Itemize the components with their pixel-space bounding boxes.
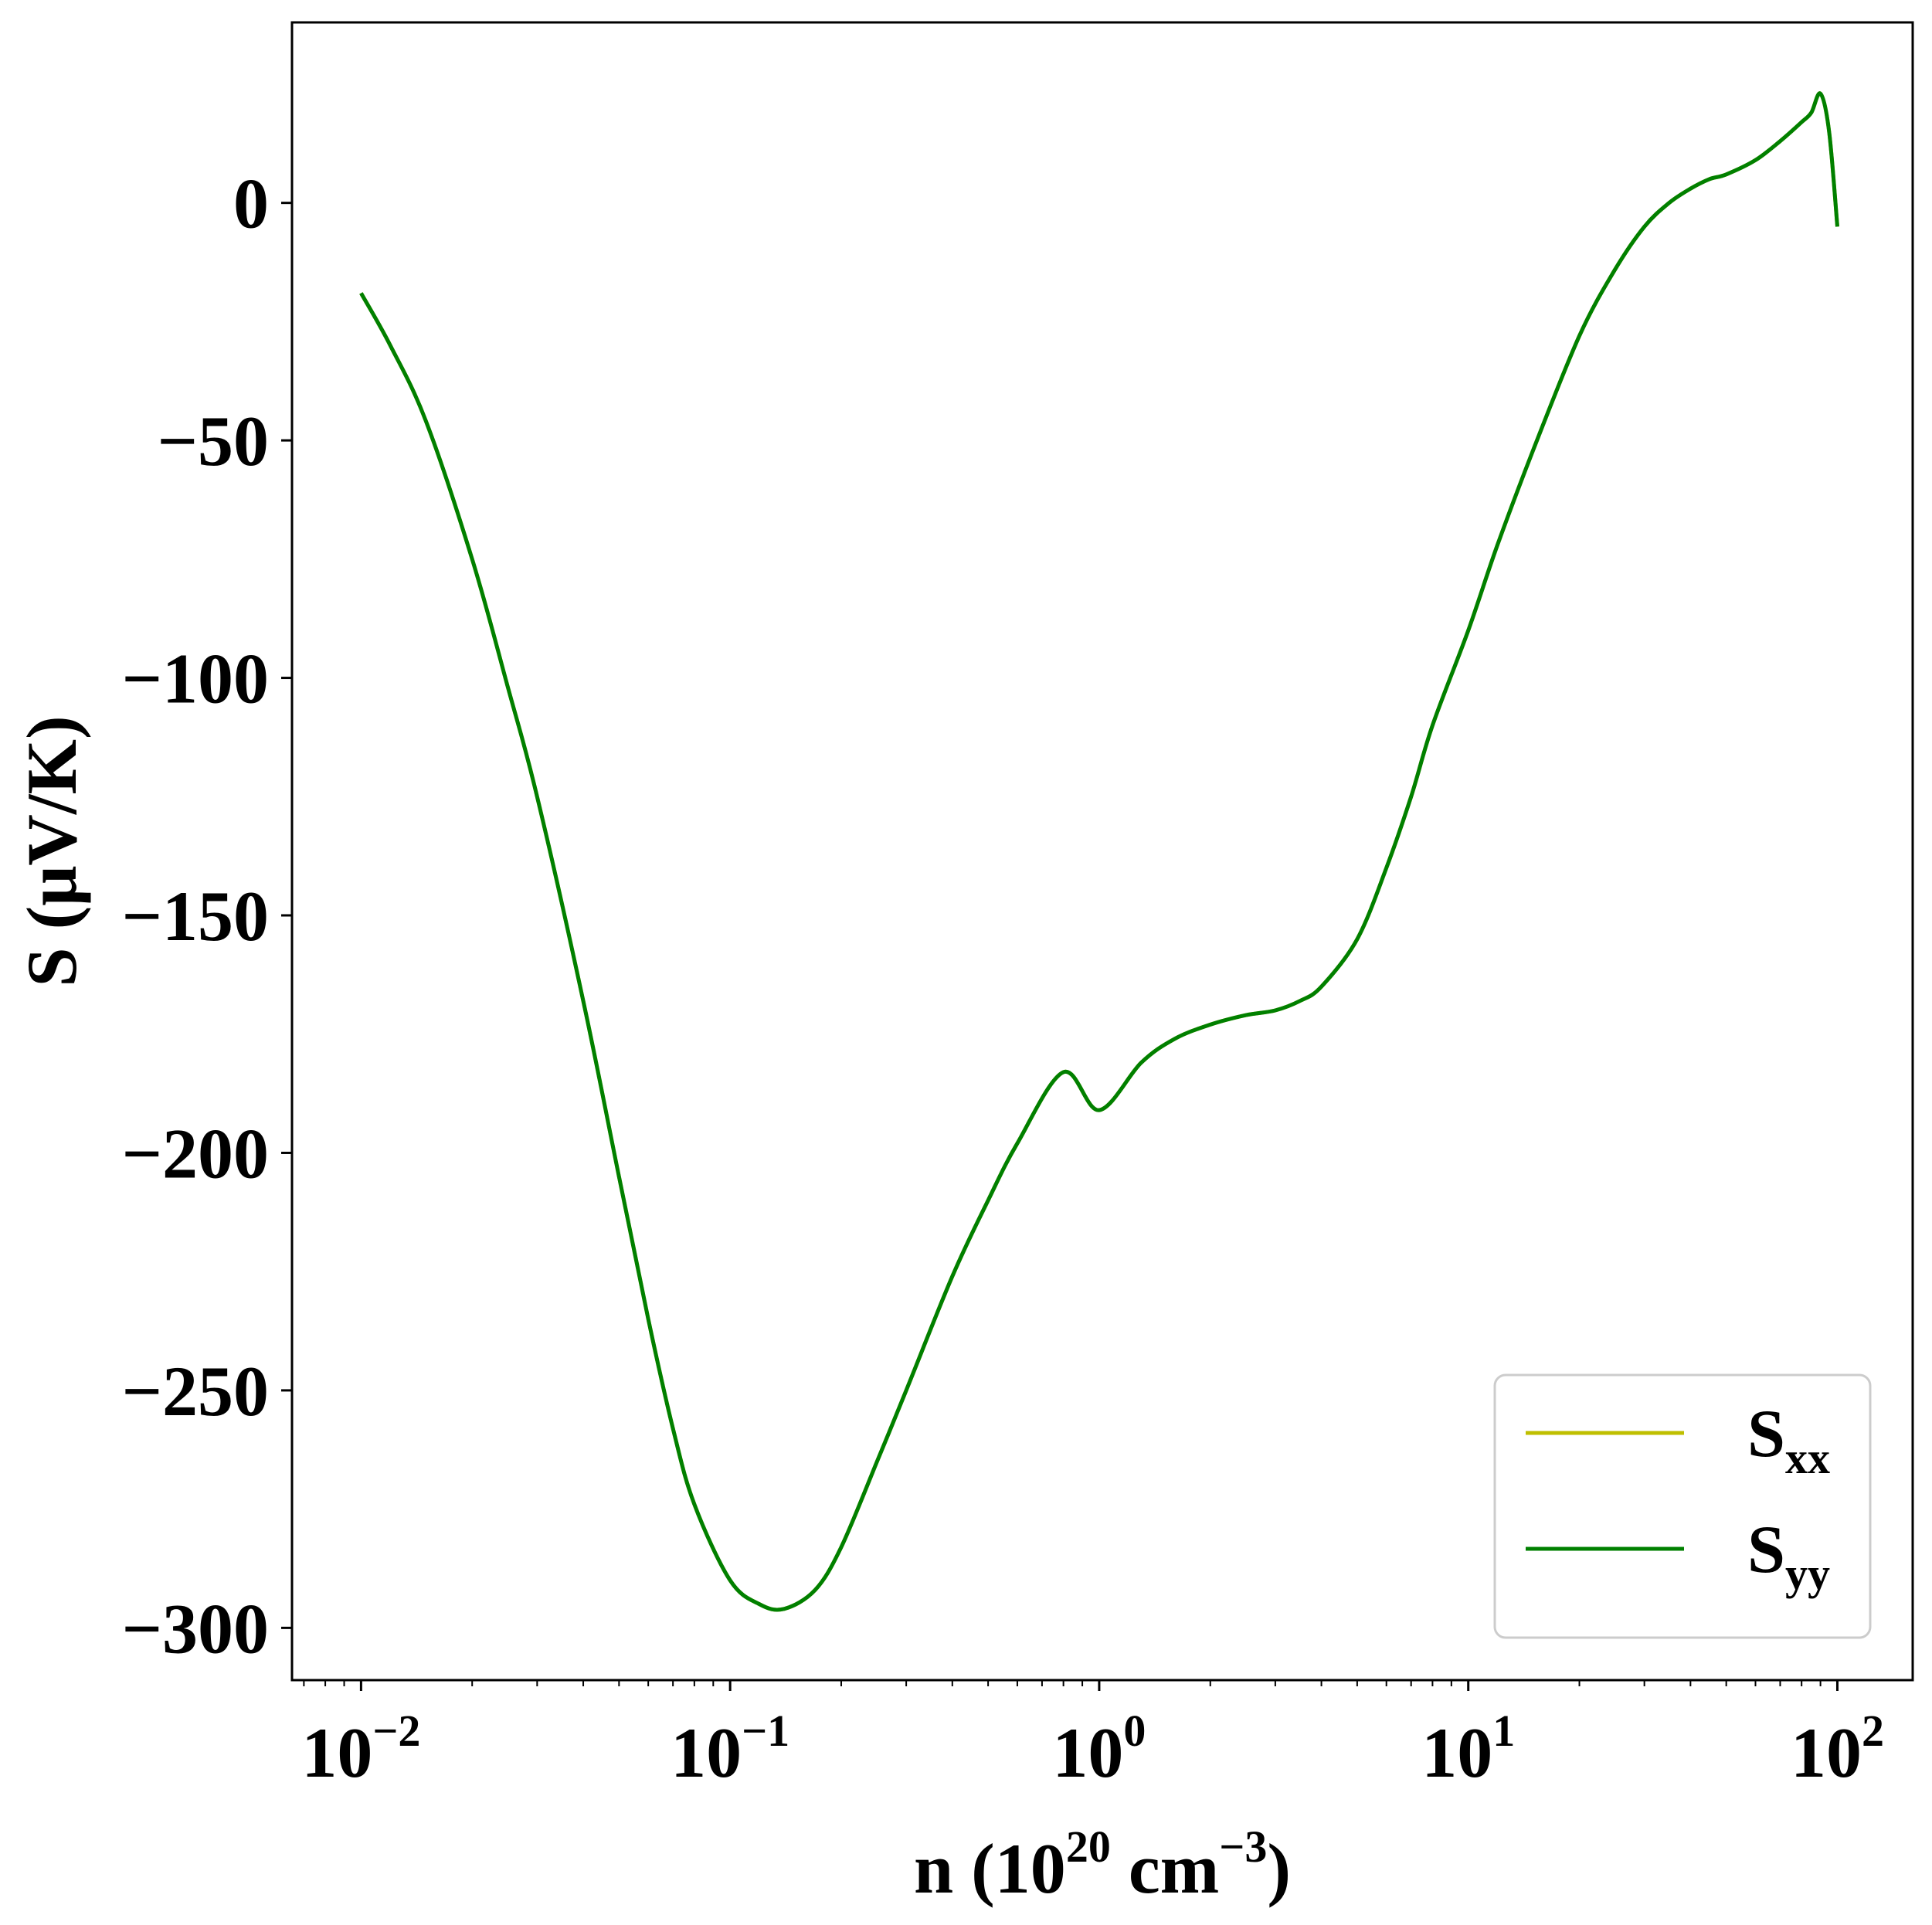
x-axis-label-prefix: n (10 [914, 1829, 1066, 1908]
x-tick-base: 10 [1421, 1713, 1492, 1792]
x-axis-label-suffix: ) [1267, 1829, 1291, 1908]
legend-label-subscript: xx [1785, 1433, 1830, 1483]
legend-label: Syy [1747, 1512, 1830, 1599]
x-tick-exponent: −1 [742, 1706, 789, 1756]
series-line-syy [359, 91, 1839, 1612]
legend-label: Sxx [1747, 1397, 1830, 1483]
x-tick-label: 10−2 [301, 1706, 420, 1792]
legend-label-subscript: yy [1785, 1549, 1830, 1599]
y-tick-label: 0 [233, 165, 269, 243]
y-tick-label: −300 [122, 1589, 269, 1668]
y-tick-label: −200 [122, 1114, 269, 1193]
y-tick-label: −150 [122, 877, 269, 956]
x-minor-ticks [303, 1680, 1822, 1686]
axes-frame [290, 21, 1914, 1682]
x-axis-label-sup2: −3 [1219, 1821, 1267, 1872]
x-tick-exponent: −2 [372, 1706, 420, 1756]
x-axis-label-mid: cm [1111, 1829, 1219, 1908]
x-tick-exponent: 0 [1123, 1706, 1146, 1756]
x-tick-label: 10−1 [671, 1706, 789, 1792]
x-tick-exponent: 1 [1492, 1706, 1515, 1756]
y-tick-label: −50 [158, 402, 269, 480]
x-axis-label: n (1020 cm−3) [914, 1821, 1291, 1908]
x-axis-label-sup1: 20 [1066, 1821, 1111, 1872]
x-tick-base: 10 [1791, 1713, 1862, 1792]
x-tick-base: 10 [1052, 1713, 1123, 1792]
plot-area [290, 21, 1914, 1682]
legend-label-base: S [1747, 1397, 1785, 1472]
y-tick-label: −100 [122, 640, 269, 718]
legend-box [1493, 1373, 1872, 1639]
y-tick-label: −250 [122, 1352, 269, 1431]
series-lines [359, 91, 1839, 1612]
x-tick-base: 10 [301, 1713, 372, 1792]
x-tick-label: 101 [1421, 1706, 1515, 1792]
y-axis: 0 −50 −100 −150 −200 −250 −300 [122, 165, 292, 1668]
x-tick-base: 10 [671, 1713, 742, 1792]
x-tick-label: 100 [1052, 1706, 1146, 1792]
x-tick-label: 102 [1791, 1706, 1884, 1792]
x-tick-exponent: 2 [1862, 1706, 1884, 1756]
y-axis-label: S (μV/K) [12, 715, 91, 986]
legend-label-base: S [1747, 1512, 1785, 1587]
x-axis: 10−2 10−1 100 101 102 [301, 1680, 1884, 1792]
